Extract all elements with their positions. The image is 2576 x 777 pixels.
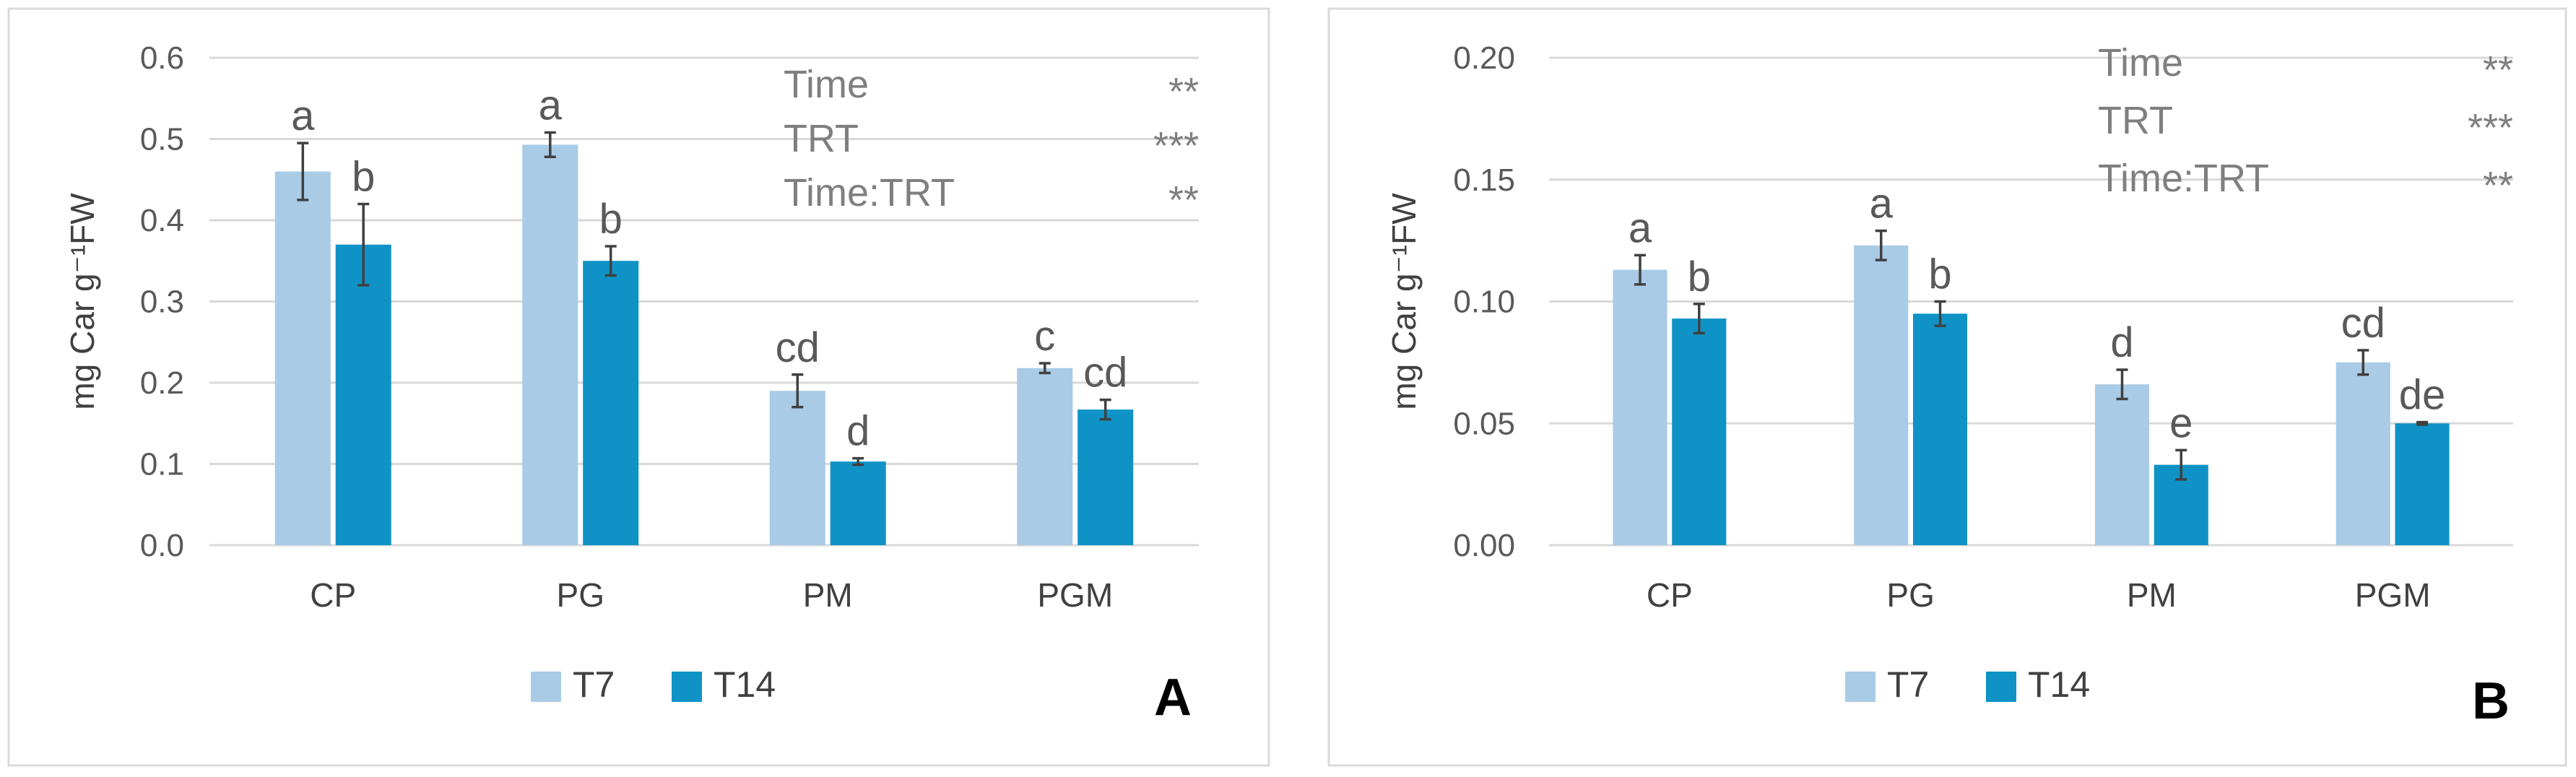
stat-significance: *** <box>1153 124 1199 168</box>
bar-t7-pg <box>1854 245 1909 545</box>
stat-significance: ** <box>2483 164 2513 207</box>
stat-significance: ** <box>1168 70 1199 113</box>
x-category-label: CP <box>1647 576 1693 614</box>
y-tick-label: 0.20 <box>1453 40 1515 76</box>
bar-t7-cp <box>1613 269 1668 545</box>
stat-term: Time:TRT <box>784 171 955 214</box>
significance-letter: a <box>1629 204 1652 251</box>
bar-t14-pm <box>830 461 886 545</box>
significance-letter: d <box>2110 319 2133 366</box>
error-bar <box>1634 253 1646 286</box>
error-bar <box>604 245 617 277</box>
legend-label: T7 <box>1887 664 1929 705</box>
stat-significance: *** <box>2468 106 2513 149</box>
error-bar <box>1875 229 1887 261</box>
y-tick-label: 0.4 <box>140 203 184 238</box>
bar-t7-pgm <box>2336 362 2390 545</box>
chart-panel-a: 0.00.10.20.30.40.50.6mg Car g⁻¹FWCPabPGa… <box>7 7 1270 767</box>
error-bar <box>2357 349 2369 376</box>
significance-letter: a <box>539 82 563 129</box>
error-bar <box>297 142 309 201</box>
stat-term: Time <box>2098 41 2183 84</box>
stat-term: Time:TRT <box>2098 157 2269 200</box>
panel-frame <box>7 7 1270 767</box>
significance-letter: a <box>1870 181 1894 227</box>
x-category-label: PGM <box>1037 576 1113 614</box>
stat-term: TRT <box>2098 99 2173 142</box>
significance-letter: cd <box>1083 350 1127 396</box>
y-tick-label: 0.15 <box>1453 162 1515 198</box>
bar-t7-pm <box>2094 384 2150 545</box>
error-bar <box>1693 303 1705 335</box>
bar-t14-cp <box>335 244 391 545</box>
error-bar <box>2116 368 2128 401</box>
stat-significance: ** <box>1168 178 1199 222</box>
significance-letter: cd <box>2341 300 2385 347</box>
y-axis-label: mg Car g⁻¹FW <box>1385 193 1423 410</box>
legend-swatch-t7 <box>531 672 561 702</box>
x-category-label: PG <box>1886 576 1934 614</box>
y-tick-label: 0.10 <box>1453 285 1515 320</box>
y-tick-label: 0.5 <box>140 122 184 157</box>
significance-letter: cd <box>776 324 820 371</box>
bar-t14-pg <box>583 261 639 545</box>
legend-swatch-t7 <box>1845 672 1875 702</box>
error-bar <box>2175 448 2187 481</box>
bar-t7-pm <box>769 391 825 545</box>
significance-letter: e <box>2169 399 2193 446</box>
y-axis-label: mg Car g⁻¹FW <box>64 193 101 410</box>
significance-letter: d <box>846 408 869 455</box>
error-bar <box>1934 300 1946 327</box>
bar-t7-cp <box>274 171 331 545</box>
x-category-label: PG <box>557 576 604 614</box>
x-category-label: PM <box>803 576 853 614</box>
x-category-label: PM <box>2127 576 2177 614</box>
panel-label: A <box>1154 669 1192 726</box>
error-bar <box>544 131 556 158</box>
y-tick-label: 0.1 <box>140 447 184 482</box>
legend-swatch-t14 <box>672 672 702 702</box>
error-bar <box>1099 398 1111 421</box>
error-bar <box>792 373 804 409</box>
significance-letter: b <box>1928 251 1951 298</box>
legend-label: T14 <box>714 664 776 705</box>
stat-term: Time <box>784 63 869 106</box>
y-tick-label: 0.05 <box>1453 406 1515 441</box>
bar-t14-pgm <box>2395 423 2450 545</box>
bar-t14-pgm <box>1077 409 1134 545</box>
bar-t14-cp <box>1672 318 1727 545</box>
error-bar <box>2416 420 2429 426</box>
stat-significance: ** <box>2483 48 2513 92</box>
bar-t7-pg <box>522 144 578 545</box>
significance-letter: b <box>352 154 375 201</box>
significance-letter: a <box>291 92 315 139</box>
significance-letter: c <box>1034 313 1055 360</box>
significance-letter: b <box>1688 253 1711 300</box>
x-category-label: PGM <box>2355 576 2431 614</box>
y-tick-label: 0.2 <box>140 365 184 401</box>
error-bar <box>1038 362 1051 375</box>
y-tick-label: 0.0 <box>140 528 184 563</box>
y-tick-label: 0.6 <box>140 40 184 76</box>
significance-letter: de <box>2399 372 2446 419</box>
legend-label: T14 <box>2028 664 2090 705</box>
stat-term: TRT <box>784 117 859 160</box>
y-tick-label: 0.3 <box>140 285 184 320</box>
error-bar <box>852 456 864 466</box>
legend-swatch-t14 <box>1986 672 2016 702</box>
x-category-label: CP <box>310 576 356 614</box>
panel-label: B <box>2472 672 2510 730</box>
bar-t14-pg <box>1912 313 1968 545</box>
legend-label: T7 <box>573 664 615 705</box>
significance-letter: b <box>599 196 623 243</box>
bar-t7-pgm <box>1017 368 1073 545</box>
error-bar <box>357 202 370 287</box>
y-tick-label: 0.00 <box>1453 528 1515 563</box>
